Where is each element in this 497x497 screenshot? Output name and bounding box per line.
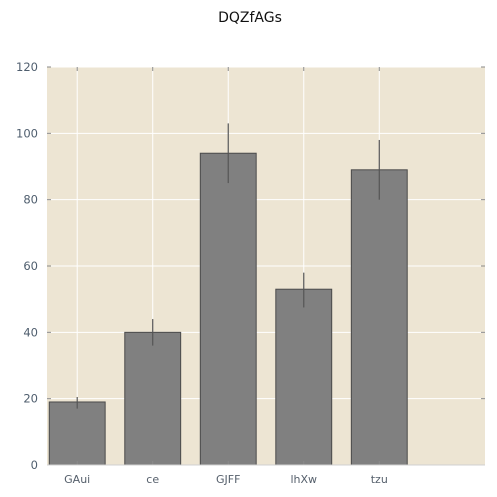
x-tick-label: GAui [64,473,90,486]
x-tick-label: ce [146,473,159,486]
x-tick-label: lhXw [290,473,317,486]
bar-lhXw [275,288,333,466]
x-tick-label: tzu [371,473,388,486]
y-tick-label: 80 [23,193,38,207]
y-tick-label: 0 [31,458,38,472]
bar-ce [124,331,182,466]
y-tick-label: 120 [16,60,38,74]
y-tick-label: 100 [16,126,38,140]
bar-GAui [48,401,106,466]
y-tick-label: 20 [23,392,38,406]
y-tick-label: 60 [23,259,38,273]
bar-GJFF [199,152,257,466]
bar-tzu [350,169,408,466]
plot-area: 0 20 40 60 80 100 120 GAui ce GJFF lhXw tzu [16,60,485,486]
x-tick-label: GJFF [216,473,240,486]
y-tick-label: 40 [23,325,38,339]
chart-title: DQZfAGs [218,10,282,26]
